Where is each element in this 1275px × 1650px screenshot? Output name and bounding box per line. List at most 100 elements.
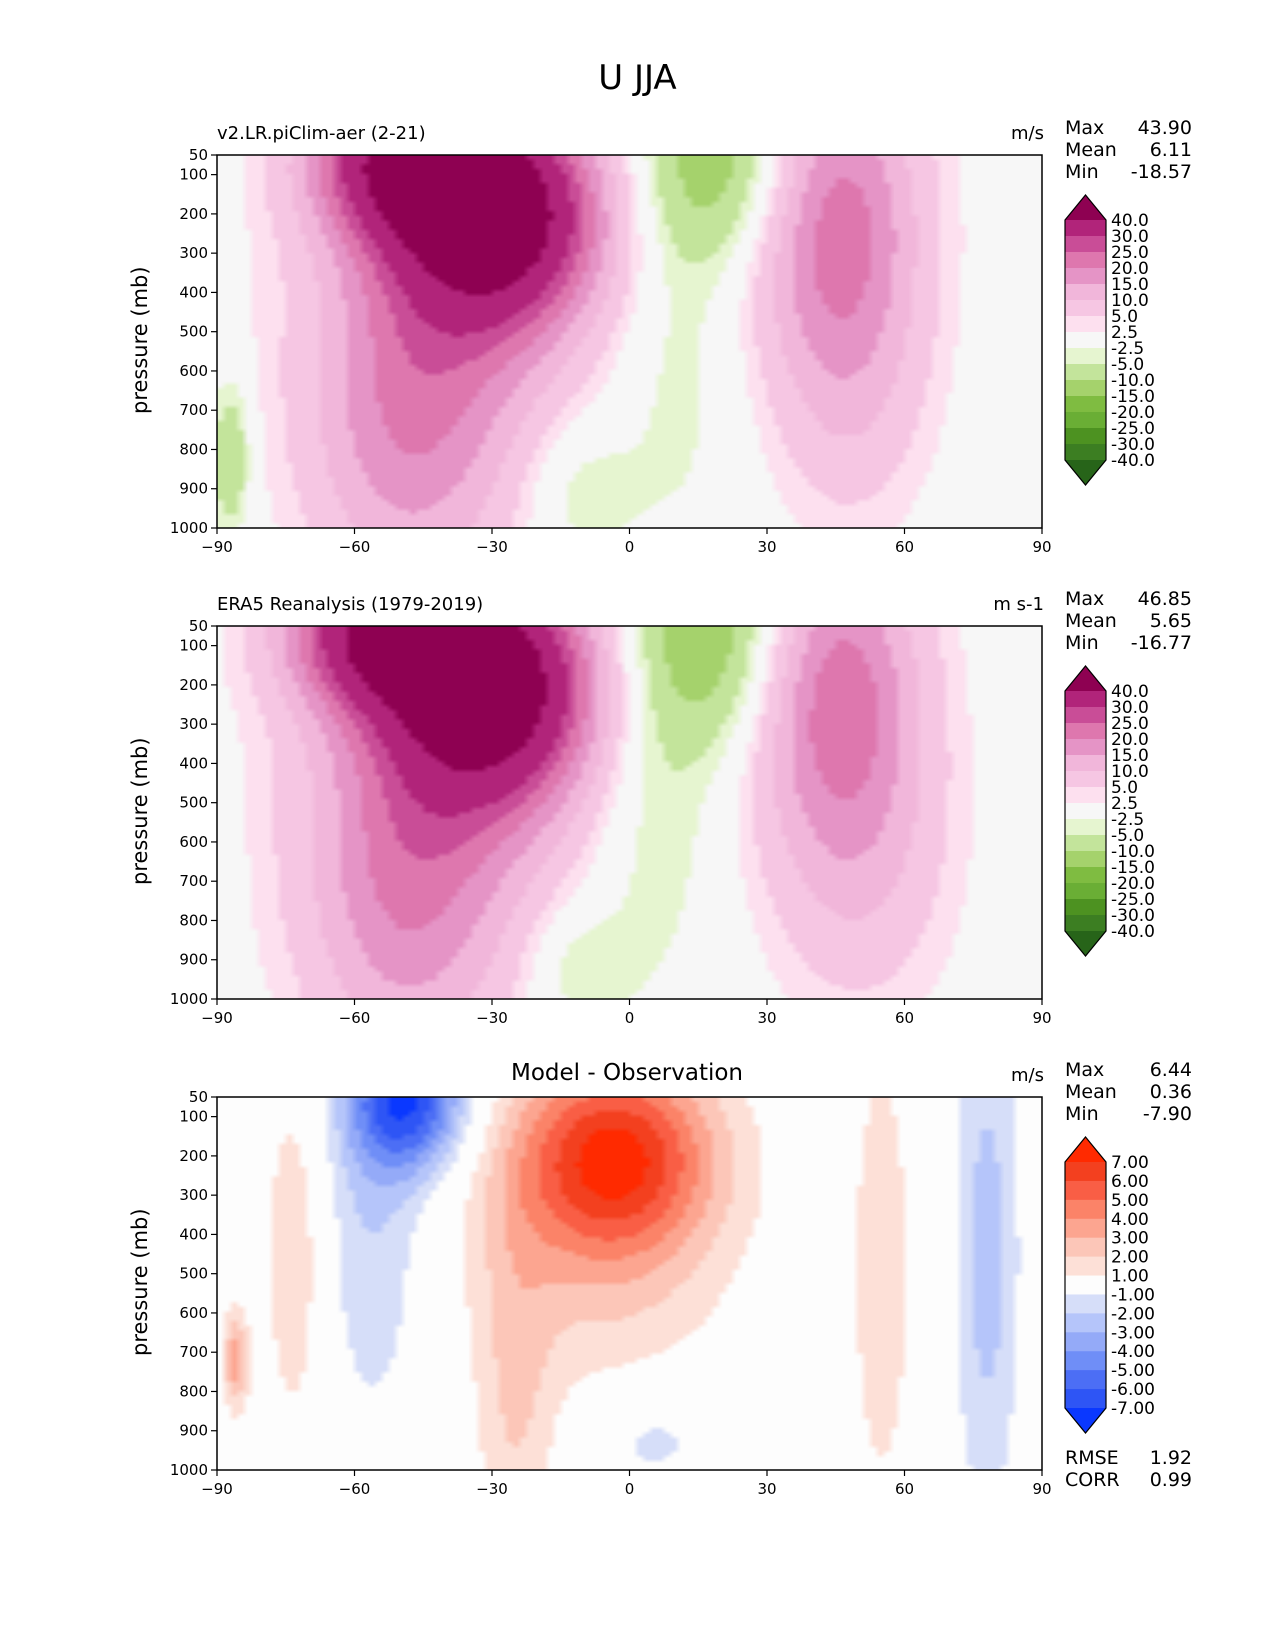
panel-2-contour-field: [217, 626, 1042, 999]
x-tick-label: 60: [895, 538, 914, 556]
colorbar-bin: [1065, 867, 1106, 884]
panel-3-min-label: Min: [1065, 1103, 1099, 1125]
colorbar-outline: [1064, 194, 1107, 486]
colorbar-bin: [1065, 1351, 1106, 1371]
colorbar-bin: [1065, 883, 1106, 900]
colorbar-tick-label: 5.00: [1111, 1191, 1149, 1211]
y-tick-label: 800: [179, 1382, 208, 1400]
colorbar-tick-label: -10.0: [1111, 371, 1155, 391]
colorbar-bin: [1065, 380, 1106, 397]
x-tick-label: −60: [339, 1480, 371, 1498]
panel-1-max-value: 43.90: [1137, 117, 1192, 139]
x-tick-label: −90: [201, 538, 233, 556]
y-tick-label: 300: [179, 715, 208, 733]
colorbar-bin: [1065, 412, 1106, 429]
colorbar-tick-label: -15.0: [1111, 387, 1155, 407]
colorbar-tick-label: 25.0: [1111, 714, 1149, 734]
colorbar-tick-label: -5.0: [1111, 826, 1144, 846]
x-tick-label: 90: [1032, 1009, 1051, 1027]
colorbar-tick-label: 1.00: [1111, 1267, 1149, 1287]
panel-2-mean-label: Mean: [1065, 610, 1117, 632]
y-tick-label: 400: [179, 754, 208, 772]
y-tick-label: 600: [179, 833, 208, 851]
colorbar-bin: [1065, 396, 1106, 413]
colorbar-tick-label: -40.0: [1111, 451, 1155, 471]
colorbar-tick-label: 40.0: [1111, 211, 1149, 231]
panel-1-max-label: Max: [1065, 117, 1105, 139]
panel-2-ylabel: pressure (mb): [128, 737, 152, 885]
panel-1-title: v2.LR.piClim-aer (2-21): [217, 123, 426, 144]
colorbar-bin: [1065, 1275, 1106, 1295]
y-tick-label: 700: [179, 872, 208, 890]
colorbar-bin: [1065, 835, 1106, 852]
y-tick-label: 50: [189, 617, 208, 635]
y-tick-label: 50: [189, 146, 208, 164]
y-tick-label: 300: [179, 1186, 208, 1204]
panel-2-units: m s-1: [993, 594, 1044, 615]
colorbar-bin: [1065, 1313, 1106, 1333]
x-tick-label: −90: [201, 1480, 233, 1498]
panel-1-units: m/s: [1011, 123, 1044, 144]
colorbar-bin: [1065, 739, 1106, 756]
colorbar-bin: [1065, 1256, 1106, 1277]
colorbar-tick-label: -5.0: [1111, 355, 1144, 375]
colorbar-tick-label: 40.0: [1111, 682, 1149, 702]
x-tick-label: −30: [476, 538, 508, 556]
x-tick-label: −90: [201, 1009, 233, 1027]
panel-3-max-value: 6.44: [1149, 1059, 1192, 1081]
colorbar-bin: [1065, 723, 1106, 740]
y-tick-label: 400: [179, 283, 208, 301]
panel-2-max-value: 46.85: [1137, 588, 1192, 610]
panel-3-title: Model - Observation: [510, 1060, 744, 1086]
colorbar-bin: [1065, 787, 1106, 804]
x-tick-label: −30: [476, 1009, 508, 1027]
colorbar-tick-label: 20.0: [1111, 730, 1149, 750]
y-tick-label: 1000: [170, 1461, 208, 1479]
y-tick-label: 600: [179, 362, 208, 380]
panel-1-mean-label: Mean: [1065, 139, 1117, 161]
x-tick-label: −60: [339, 538, 371, 556]
colorbar-tick-label: 15.0: [1111, 746, 1149, 766]
x-tick-label: 90: [1032, 1480, 1051, 1498]
panel-3-contour-field: [217, 1097, 1042, 1470]
colorbar-outline: [1064, 665, 1107, 957]
colorbar-bin: [1065, 851, 1106, 868]
colorbar-tick-label: 30.0: [1111, 698, 1149, 718]
y-tick-label: 100: [179, 1108, 208, 1126]
x-tick-label: 30: [757, 1480, 776, 1498]
panel-3-rmse-label: RMSE: [1065, 1447, 1119, 1469]
colorbar-tick-label: 10.0: [1111, 291, 1149, 311]
y-tick-label: 600: [179, 1304, 208, 1322]
colorbar-tick-label: -40.0: [1111, 922, 1155, 942]
colorbar-bin: [1065, 803, 1106, 820]
colorbar-bin: [1065, 428, 1106, 445]
colorbar-tick-label: 2.5: [1111, 794, 1138, 814]
colorbar-tick-label: -2.00: [1111, 1304, 1155, 1324]
colorbar-tick-label: -20.0: [1111, 874, 1155, 894]
panel-1-min-label: Min: [1065, 161, 1099, 183]
panel-3-mean-label: Mean: [1065, 1081, 1117, 1103]
y-tick-label: 200: [179, 676, 208, 694]
y-tick-label: 500: [179, 794, 208, 812]
colorbar-tick-label: 30.0: [1111, 227, 1149, 247]
colorbar-tick-label: -30.0: [1111, 435, 1155, 455]
colorbar-bin: [1065, 899, 1106, 916]
colorbar-tick-label: -6.00: [1111, 1380, 1155, 1400]
colorbar-tick-label: -7.00: [1111, 1399, 1155, 1419]
colorbar-bin: [1065, 364, 1106, 381]
colorbar-tick-label: 6.00: [1111, 1172, 1149, 1192]
colorbar-tick-label: 15.0: [1111, 275, 1149, 295]
x-tick-label: 30: [757, 538, 776, 556]
colorbar-tick-label: -5.00: [1111, 1361, 1155, 1381]
colorbar-tick-label: -1.00: [1111, 1285, 1155, 1305]
panel-3-ylabel: pressure (mb): [128, 1208, 152, 1356]
panel-3-units: m/s: [1011, 1065, 1044, 1086]
colorbar-tick-label: -30.0: [1111, 906, 1155, 926]
colorbar-tick-label: 2.5: [1111, 323, 1138, 343]
colorbar-tick-label: 10.0: [1111, 762, 1149, 782]
colorbar-tick-label: -10.0: [1111, 842, 1155, 862]
colorbar-tick-label: -20.0: [1111, 403, 1155, 423]
x-tick-label: 0: [625, 1480, 635, 1498]
y-tick-label: 700: [179, 401, 208, 419]
colorbar-bin: [1065, 1180, 1106, 1201]
